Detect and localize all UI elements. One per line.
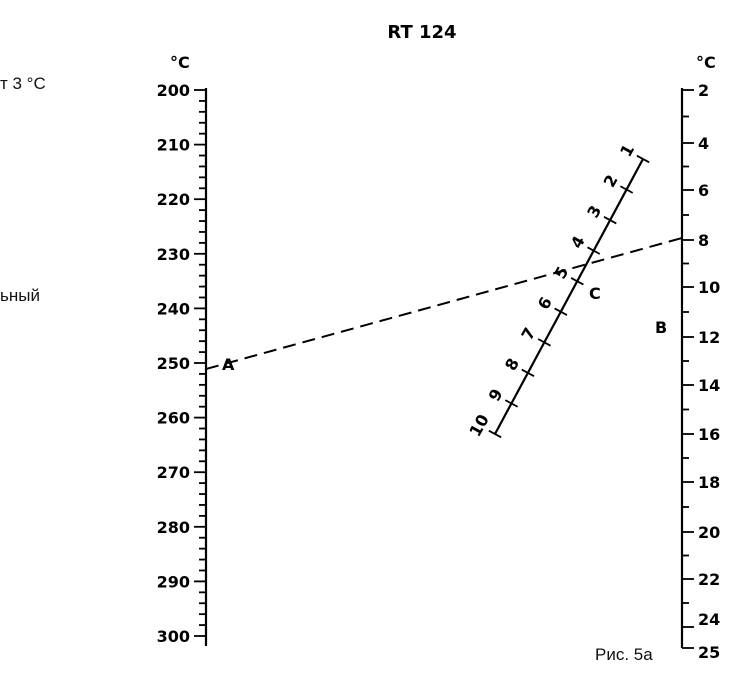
middle-tick-label: 10 bbox=[465, 411, 492, 440]
right-tick-label: 16 bbox=[698, 425, 720, 444]
right-scale-unit: °C bbox=[696, 53, 716, 72]
middle-tick bbox=[603, 216, 617, 225]
text-fragment-middle: ьный bbox=[0, 286, 40, 305]
left-tick-label: 230 bbox=[157, 245, 190, 264]
nomogram-title: RT 124 bbox=[387, 22, 456, 43]
middle-tick bbox=[619, 185, 634, 194]
point-label-c: C bbox=[589, 284, 601, 303]
middle-tick bbox=[521, 368, 535, 377]
right-tick-label: 6 bbox=[698, 181, 709, 200]
right-tick-label: 12 bbox=[698, 328, 720, 347]
middle-tick-label: 9 bbox=[485, 385, 507, 404]
text-fragment-top: т 3 °C bbox=[0, 74, 46, 93]
left-tick-label: 270 bbox=[157, 463, 190, 482]
middle-tick-label: 7 bbox=[517, 324, 539, 343]
right-tick-label: 22 bbox=[698, 570, 720, 589]
right-tick-label: 24 bbox=[698, 610, 720, 629]
right-tick-label: 14 bbox=[698, 376, 720, 395]
left-tick-label: 200 bbox=[157, 81, 190, 100]
right-tick-label: 20 bbox=[698, 523, 720, 542]
left-tick-label: 240 bbox=[157, 299, 190, 318]
figure-caption: Рис. 5а bbox=[595, 645, 653, 664]
left-tick-label: 300 bbox=[157, 627, 190, 646]
middle-tick bbox=[488, 429, 502, 439]
middle-tick-label: 8 bbox=[501, 355, 523, 374]
left-tick-label: 290 bbox=[157, 572, 190, 591]
middle-tick bbox=[537, 338, 551, 347]
right-tick-label: 4 bbox=[698, 134, 709, 153]
left-scale-unit: °C bbox=[170, 53, 190, 72]
middle-scale-axis bbox=[494, 158, 644, 435]
middle-tick-label: 2 bbox=[600, 172, 622, 191]
middle-tick bbox=[636, 154, 650, 164]
right-tick-label: 18 bbox=[698, 473, 720, 492]
construction-line bbox=[205, 237, 683, 370]
left-tick-label: 210 bbox=[157, 136, 190, 155]
point-label-b: B bbox=[655, 318, 667, 337]
middle-tick-label: 6 bbox=[534, 294, 556, 313]
middle-tick-label: 1 bbox=[616, 141, 638, 160]
middle-tick-label: 3 bbox=[583, 202, 605, 221]
right-tick-label: 8 bbox=[698, 231, 709, 250]
middle-tick-label: 4 bbox=[567, 233, 589, 252]
middle-tick bbox=[554, 307, 568, 316]
left-tick-label: 220 bbox=[157, 190, 190, 209]
middle-tick bbox=[587, 246, 601, 255]
point-label-a: A bbox=[222, 355, 235, 374]
middle-tick bbox=[570, 277, 584, 286]
left-tick-label: 250 bbox=[157, 354, 190, 373]
right-tick-label: 2 bbox=[698, 81, 709, 100]
right-tick-label: 10 bbox=[698, 278, 720, 297]
left-tick-label: 260 bbox=[157, 409, 190, 428]
right-tick-label: 25 bbox=[698, 643, 720, 662]
left-scale-ticks: 200 210 220 230 240 250 260 270 280 290 300 bbox=[157, 81, 206, 646]
left-tick-label: 280 bbox=[157, 518, 190, 537]
middle-tick bbox=[504, 399, 519, 408]
